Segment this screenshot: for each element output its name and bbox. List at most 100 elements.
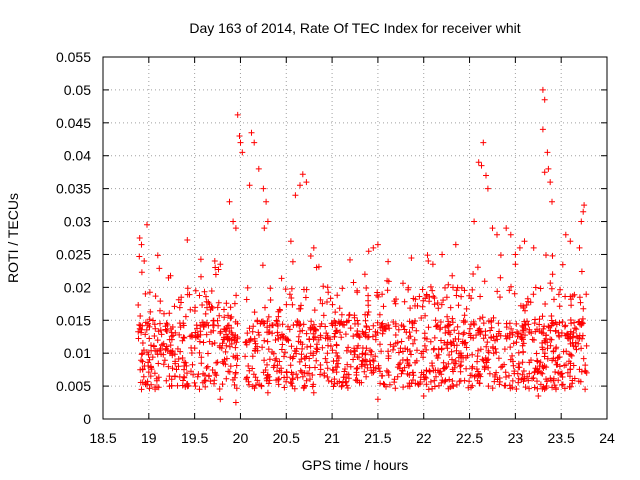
data-point bbox=[518, 331, 524, 338]
data-point bbox=[140, 373, 147, 380]
data-point bbox=[335, 360, 342, 367]
data-point bbox=[514, 370, 521, 377]
data-point bbox=[508, 325, 515, 332]
data-point bbox=[549, 384, 556, 391]
data-point bbox=[350, 333, 357, 340]
x-tick-label: 20.5 bbox=[273, 430, 300, 446]
data-point bbox=[329, 347, 336, 354]
data-point bbox=[312, 326, 319, 333]
data-point bbox=[194, 325, 200, 332]
data-point bbox=[315, 263, 322, 270]
data-point bbox=[361, 368, 368, 375]
data-point bbox=[236, 133, 243, 139]
data-point bbox=[541, 353, 548, 360]
data-point bbox=[543, 385, 549, 391]
axis-ticks bbox=[102, 56, 608, 420]
data-point bbox=[418, 315, 425, 321]
data-point bbox=[471, 321, 478, 328]
data-point bbox=[184, 285, 191, 292]
data-point bbox=[370, 364, 377, 371]
data-point bbox=[262, 367, 269, 373]
data-point bbox=[273, 355, 280, 362]
data-point bbox=[179, 355, 186, 361]
data-point bbox=[273, 317, 280, 324]
data-point bbox=[283, 378, 290, 385]
data-point bbox=[230, 353, 237, 360]
data-point bbox=[509, 358, 516, 365]
data-point bbox=[272, 337, 279, 343]
data-point bbox=[555, 291, 562, 298]
data-point bbox=[162, 326, 169, 333]
data-point bbox=[298, 351, 305, 358]
data-point bbox=[405, 335, 412, 341]
data-point bbox=[408, 351, 414, 358]
data-point bbox=[164, 321, 171, 328]
data-point bbox=[546, 324, 552, 331]
data-point bbox=[343, 347, 350, 354]
data-point bbox=[256, 332, 262, 338]
data-point bbox=[342, 366, 348, 372]
data-point bbox=[374, 319, 381, 326]
data-point bbox=[392, 385, 399, 392]
data-point bbox=[218, 345, 225, 352]
data-point bbox=[260, 185, 267, 192]
data-point bbox=[205, 373, 212, 380]
data-point bbox=[137, 322, 144, 329]
data-point bbox=[369, 333, 376, 340]
data-point bbox=[278, 365, 285, 372]
data-point bbox=[474, 358, 481, 365]
data-point bbox=[522, 307, 528, 314]
data-point bbox=[404, 346, 411, 353]
data-point bbox=[453, 381, 460, 388]
data-point bbox=[479, 314, 486, 321]
data-point bbox=[342, 379, 349, 386]
data-point bbox=[319, 300, 326, 307]
data-point bbox=[223, 375, 230, 382]
data-point bbox=[321, 370, 328, 377]
data-point bbox=[246, 182, 253, 189]
data-point bbox=[146, 356, 153, 363]
data-point bbox=[213, 359, 220, 366]
data-point bbox=[569, 334, 576, 341]
data-point bbox=[431, 383, 438, 390]
data-point bbox=[439, 251, 446, 258]
data-point bbox=[534, 358, 541, 365]
data-point bbox=[463, 305, 470, 312]
data-point bbox=[200, 339, 207, 346]
data-point bbox=[342, 374, 348, 381]
data-point bbox=[417, 380, 423, 387]
data-point bbox=[342, 331, 349, 338]
data-point bbox=[353, 377, 360, 384]
data-point bbox=[544, 345, 551, 352]
data-point bbox=[252, 382, 259, 389]
data-point bbox=[583, 291, 590, 298]
data-point bbox=[392, 332, 399, 338]
data-point bbox=[232, 399, 239, 406]
data-point bbox=[149, 354, 156, 361]
data-point bbox=[264, 389, 271, 396]
data-point bbox=[317, 334, 324, 341]
data-point bbox=[447, 384, 454, 391]
data-point bbox=[390, 346, 396, 353]
data-point bbox=[438, 301, 445, 308]
data-point bbox=[447, 339, 454, 346]
data-point bbox=[190, 371, 197, 378]
data-point bbox=[319, 344, 326, 351]
data-point bbox=[154, 337, 161, 344]
data-point bbox=[578, 322, 585, 328]
data-point bbox=[397, 360, 404, 367]
data-point bbox=[196, 338, 203, 345]
data-point bbox=[362, 351, 369, 358]
data-point bbox=[344, 385, 351, 391]
data-point bbox=[399, 357, 406, 363]
data-point bbox=[571, 325, 578, 332]
data-point bbox=[440, 359, 447, 366]
data-point bbox=[261, 337, 268, 344]
data-point bbox=[309, 372, 316, 378]
data-point bbox=[461, 377, 468, 384]
data-point bbox=[303, 330, 310, 337]
data-point bbox=[547, 179, 554, 186]
data-point bbox=[568, 320, 575, 327]
data-point bbox=[582, 362, 589, 369]
data-point bbox=[421, 376, 428, 383]
